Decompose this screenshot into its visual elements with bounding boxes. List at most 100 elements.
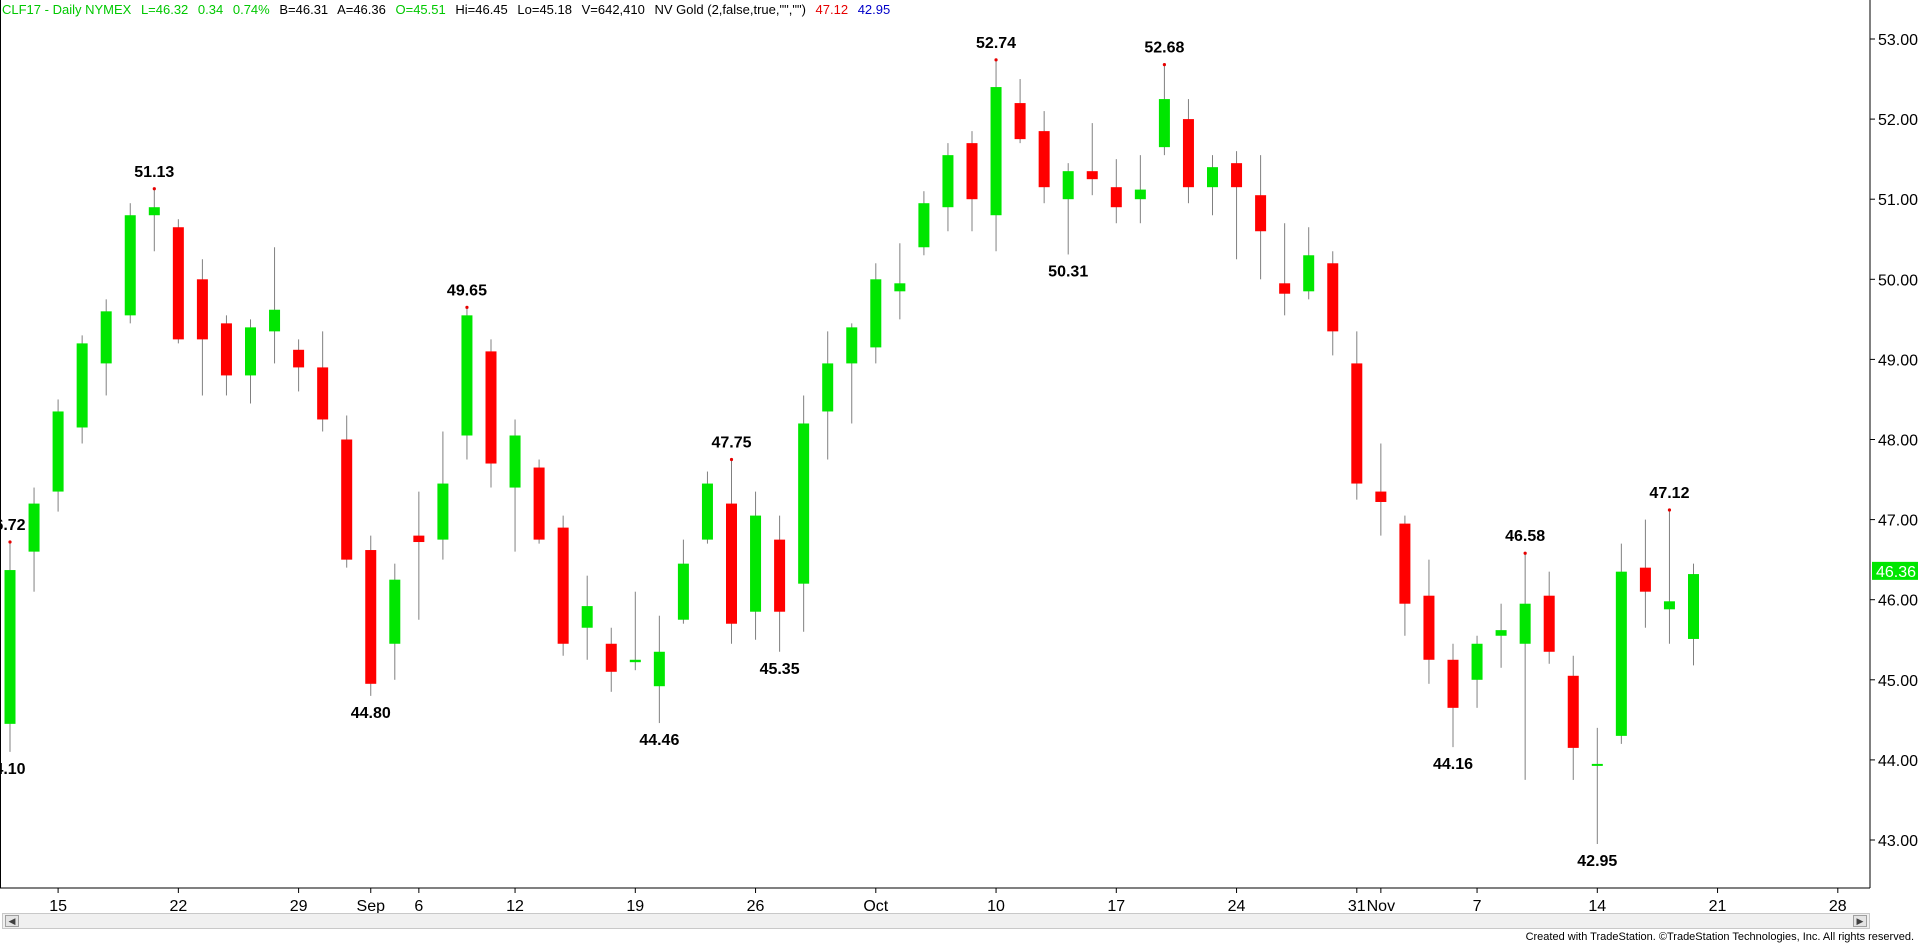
candle-body-up — [100, 311, 112, 364]
candle-body-up — [1591, 763, 1603, 766]
y-tick-label: 50.00 — [1878, 272, 1918, 289]
candle-body-up — [653, 651, 665, 687]
candle-body-up — [1158, 99, 1170, 148]
bid-price: B=46.31 — [279, 2, 329, 17]
open-price: O=45.51 — [395, 2, 446, 17]
x-tick-label: Oct — [863, 898, 888, 915]
x-tick-label: 26 — [747, 898, 765, 915]
x-tick-label: 29 — [290, 898, 308, 915]
candle-body-up — [28, 503, 40, 552]
y-tick-label: 43.00 — [1878, 833, 1918, 850]
candle-body-down — [317, 367, 329, 420]
candle-body-up — [822, 363, 834, 412]
x-tick-label: 7 — [1473, 898, 1482, 915]
y-tick-label: 48.00 — [1878, 433, 1918, 450]
x-tick-label: 6 — [414, 898, 423, 915]
swing-price-label: 51.13 — [134, 164, 174, 181]
swing-price-label: 45.35 — [760, 661, 800, 678]
y-tick-label: 49.00 — [1878, 352, 1918, 369]
x-tick-label: 17 — [1107, 898, 1125, 915]
candle-body-down — [1423, 595, 1435, 660]
candle-body-up — [509, 435, 521, 488]
candle-body-down — [1110, 187, 1122, 208]
candle-body-up — [389, 579, 401, 644]
indicator-low-value: 42.95 — [857, 2, 891, 17]
arrow-right-icon[interactable]: ▶ — [1853, 915, 1867, 927]
x-tick-label: 21 — [1709, 898, 1727, 915]
horizontal-scrollbar[interactable]: ◀ ▶ — [2, 913, 1870, 929]
low-price: Lo=45.18 — [517, 2, 572, 17]
candle-body-down — [172, 227, 184, 340]
y-tick-label: 51.00 — [1878, 192, 1918, 209]
candle-body-up — [52, 411, 64, 492]
candle-body-down — [1231, 163, 1243, 188]
last-price-tag — [1872, 561, 1918, 580]
swing-price-label: 6.72 — [0, 517, 26, 534]
x-tick-label: 24 — [1228, 898, 1246, 915]
candle-body-down — [1543, 595, 1555, 652]
arrow-left-icon[interactable]: ◀ — [5, 915, 19, 927]
x-tick-label: 10 — [987, 898, 1005, 915]
candle-body-down — [1279, 283, 1291, 294]
swing-high-marker — [465, 305, 469, 309]
swing-price-label: 52.74 — [976, 35, 1016, 52]
candle-body-down — [557, 527, 569, 644]
percent-change: 0.74% — [232, 2, 270, 17]
candle-body-up — [918, 203, 930, 248]
ask-price: A=46.36 — [337, 2, 386, 17]
candle-body-up — [1663, 601, 1675, 610]
swing-high-marker — [1667, 508, 1672, 512]
swing-high-marker — [8, 540, 12, 544]
candle-body-down — [341, 439, 353, 560]
candle-body-down — [605, 643, 617, 672]
indicator-high-value: 47.12 — [815, 2, 849, 17]
candle-body-down — [726, 503, 737, 624]
candle-body-up — [750, 515, 762, 612]
candle-body-up — [124, 215, 136, 316]
x-tick-label: 12 — [506, 898, 524, 915]
swing-price-label: 47.75 — [711, 435, 751, 452]
candle-body-up — [269, 309, 281, 332]
candle-body-up — [798, 423, 810, 584]
candle-body-up — [1495, 630, 1507, 636]
y-tick-label: 52.00 — [1878, 112, 1918, 129]
net-change: 0.34 — [197, 2, 224, 17]
candle-body-up — [701, 483, 713, 540]
y-tick-label: 47.00 — [1878, 513, 1918, 530]
swing-high-marker — [1162, 63, 1166, 67]
swing-price-label: 46.58 — [1505, 528, 1545, 545]
x-tick-label: 15 — [49, 898, 67, 915]
candle-body-down — [220, 323, 232, 376]
candle-body-up — [461, 315, 473, 436]
candle-body-down — [1327, 263, 1339, 332]
candle-body-down — [196, 279, 208, 340]
candle-body-up — [846, 327, 858, 364]
high-price: Hi=46.45 — [455, 2, 508, 17]
x-tick-label: 31 — [1348, 898, 1366, 915]
x-tick-label: Nov — [1367, 898, 1395, 915]
x-tick-label: 28 — [1829, 898, 1847, 915]
swing-price-label: 42.95 — [1577, 853, 1617, 870]
candle-body-up — [581, 606, 593, 628]
candle-body-up — [4, 570, 16, 724]
candle-body-down — [1255, 195, 1267, 232]
candle-body-down — [533, 467, 545, 540]
swing-price-label: 44.16 — [1433, 756, 1473, 773]
candle-body-down — [774, 539, 786, 612]
x-tick-label: 22 — [169, 898, 187, 915]
candle-body-up — [894, 283, 906, 292]
swing-high-marker — [1523, 551, 1527, 555]
candle-body-up — [1207, 167, 1218, 188]
last-price-tag-label: 46.36 — [1876, 564, 1916, 581]
candle-body-down — [1182, 119, 1194, 188]
candle-body-up — [1303, 255, 1315, 292]
symbol-label: CLF17 - Daily NYMEX — [2, 2, 132, 17]
candle-body-down — [365, 550, 377, 684]
candle-body-up — [148, 207, 160, 216]
candle-body-up — [1688, 574, 1699, 639]
y-tick-label: 46.00 — [1878, 593, 1918, 610]
candle-body-up — [1615, 571, 1627, 736]
candle-body-down — [1014, 103, 1026, 140]
y-tick-label: 45.00 — [1878, 673, 1918, 690]
